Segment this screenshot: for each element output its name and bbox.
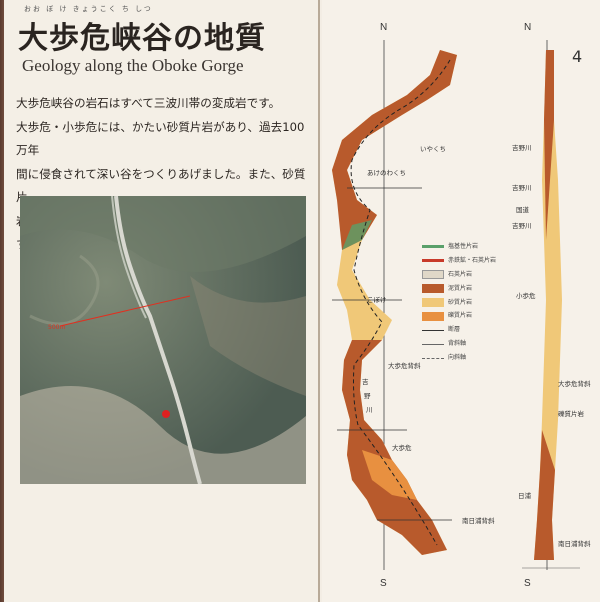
aerial-photo: 500m <box>20 196 306 484</box>
map-legend: 塩基性片岩 赤鉄鉱・石英片岩 石英片岩 泥質片岩 砂質片岩 礫質片岩 断層 背 <box>422 240 496 365</box>
profile-label: 礫質片岩 <box>558 410 584 418</box>
description-line: 大歩危・小歩危には、かたい砂質片岩があり、過去100万年 <box>16 119 305 158</box>
legend-item: 背斜軸 <box>422 337 496 351</box>
place-label: あけのわくち <box>367 169 406 177</box>
page-subtitle: Geology along the Oboke Gorge <box>22 56 244 75</box>
legend-swatch <box>422 343 444 345</box>
profile-label: 吉野川 <box>512 184 532 192</box>
legend-swatch <box>422 329 444 331</box>
north-label: N <box>380 22 388 33</box>
place-label: 大歩危背斜 <box>388 362 421 370</box>
legend-label: 向斜軸 <box>448 354 467 362</box>
place-label: 南日浦背斜 <box>462 517 495 525</box>
legend-swatch <box>422 270 444 280</box>
south-label: S <box>380 578 387 589</box>
legend-swatch <box>422 357 444 359</box>
profile-label: 吉野川 <box>512 222 532 230</box>
description-line: 大歩危峡谷の岩石はすべて三波川帯の変成岩です。 <box>16 96 281 110</box>
legend-item: 塩基性片岩 <box>422 240 496 254</box>
place-label: 川 <box>366 406 373 414</box>
legend-label: 泥質片岩 <box>448 284 473 292</box>
profile-label: 南日浦背斜 <box>558 540 591 548</box>
profile-label: 国道 <box>516 206 529 214</box>
legend-label: 断層 <box>448 326 461 334</box>
legend-label: 背斜軸 <box>448 340 467 348</box>
place-label: 野 <box>364 392 371 400</box>
profile-label: 日浦 <box>518 492 531 500</box>
legend-item: 断層 <box>422 323 496 337</box>
legend-label: 石英片岩 <box>448 270 473 278</box>
legend-label: 塩基性片岩 <box>448 243 479 250</box>
place-label: 大歩危 <box>392 444 412 452</box>
south-label: S <box>524 578 531 589</box>
profile-label: 吉野川 <box>512 144 532 152</box>
place-label: いやくち <box>420 145 446 153</box>
legend-label: 砂質片岩 <box>448 298 473 306</box>
geology-map-panel: 4 N S N S いやくち あけのわくち こぼけ 大歩危背斜 吉 野 川 大歩… <box>322 0 600 602</box>
legend-item: 石英片岩 <box>422 268 496 282</box>
page-title: 大歩危峡谷の地質 <box>18 21 266 56</box>
legend-swatch <box>422 259 444 263</box>
legend-item: 泥質片岩 <box>422 282 496 296</box>
legend-swatch <box>422 298 444 307</box>
svg-text:500m: 500m <box>48 324 65 331</box>
place-label: 吉 <box>362 378 369 386</box>
profile-label: 小歩危 <box>516 292 536 300</box>
legend-item: 礫質片岩 <box>422 309 496 323</box>
north-label: N <box>524 22 532 33</box>
legend-swatch <box>422 284 444 294</box>
legend-item: 砂質片岩 <box>422 296 496 310</box>
legend-label: 赤鉄鉱・石英片岩 <box>448 256 497 264</box>
profile-label: 大歩危背斜 <box>558 380 591 388</box>
title-furigana: おお ぼ け きょうこく ち しつ <box>24 5 153 13</box>
legend-item: 赤鉄鉱・石英片岩 <box>422 254 496 268</box>
legend-item: 向斜軸 <box>422 351 496 365</box>
place-label: こぼけ <box>367 296 387 304</box>
info-panel: おお ぼ け きょうこく ち しつ 大歩危峡谷の地質 Geology along… <box>4 0 320 602</box>
legend-label: 礫質片岩 <box>448 312 473 320</box>
geology-map: 4 <box>332 40 582 570</box>
legend-swatch <box>422 245 444 249</box>
svg-text:4: 4 <box>572 47 582 66</box>
legend-swatch <box>422 311 444 321</box>
